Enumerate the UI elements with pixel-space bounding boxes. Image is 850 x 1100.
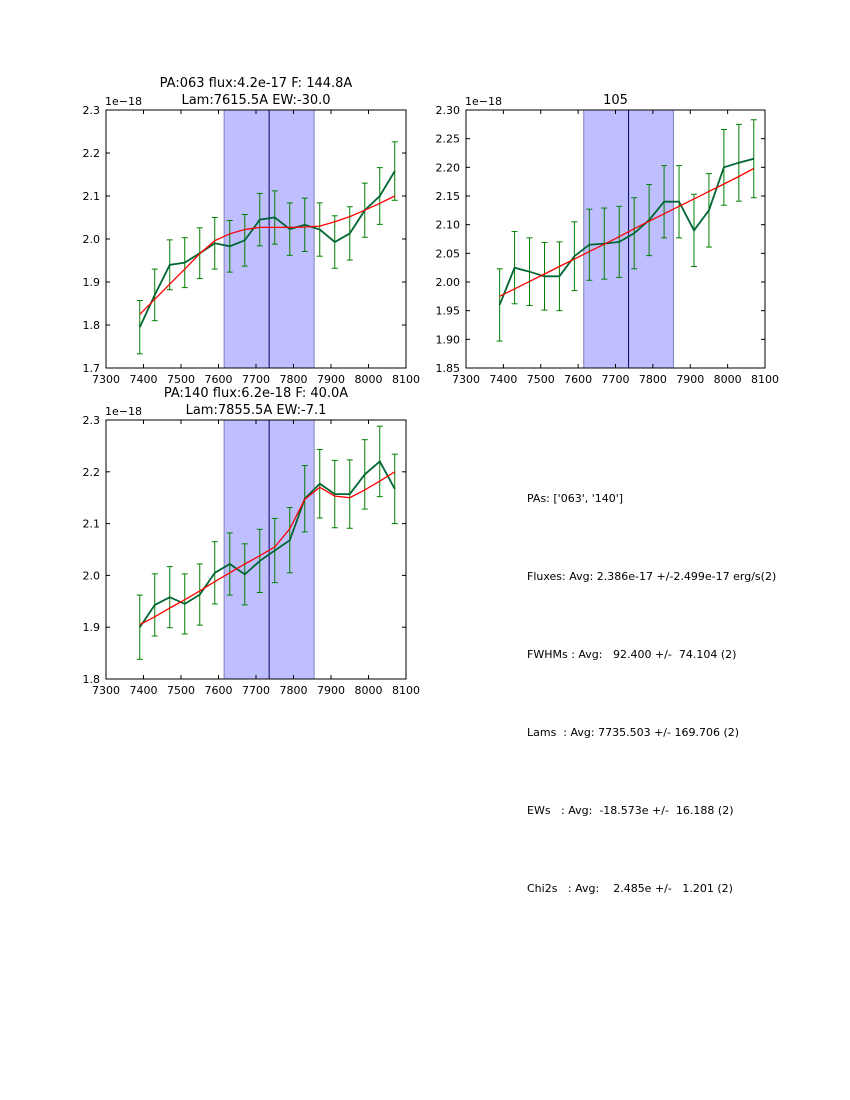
y-tick-label: 2.20 bbox=[436, 161, 461, 174]
x-tick-label: 8100 bbox=[392, 684, 420, 697]
summary-fluxes: Fluxes: Avg: 2.386e-17 +/-2.499e-17 erg/… bbox=[527, 570, 777, 583]
y-tick-label: 2.1 bbox=[83, 518, 101, 531]
y-tick-label: 1.7 bbox=[83, 362, 101, 375]
summary-ews: EWs : Avg: -18.573e +/- 16.188 (2) bbox=[527, 804, 734, 817]
x-tick-label: 7900 bbox=[317, 684, 345, 697]
y-tick-label: 2.25 bbox=[436, 133, 461, 146]
x-tick-label: 7400 bbox=[130, 684, 158, 697]
y-tick-label: 2.2 bbox=[83, 147, 101, 160]
subplot-3: 7300 7400 7500 7600 7700 7800 7900 8000 8100 1.8 1… bbox=[83, 386, 421, 697]
x-tick-label: 8000 bbox=[355, 373, 383, 386]
y-tick-label: 1.90 bbox=[436, 333, 461, 346]
x-tick-label: 7400 bbox=[489, 373, 517, 386]
y-tick-label: 1.85 bbox=[436, 362, 461, 375]
x-tick-label: 8000 bbox=[355, 684, 383, 697]
x-tick-label: 7300 bbox=[92, 684, 120, 697]
errorbar bbox=[136, 594, 143, 660]
x-tick-label: 7900 bbox=[317, 373, 345, 386]
x-tick-label: 8100 bbox=[392, 373, 420, 386]
y-tick-label: 2.0 bbox=[83, 233, 101, 246]
offset-label: 1e−18 bbox=[465, 95, 502, 108]
summary-lams: Lams : Avg: 7735.503 +/- 169.706 (2) bbox=[527, 726, 740, 739]
x-tick-label: 7700 bbox=[242, 373, 270, 386]
subplot-title: Lam:7615.5A EW:-30.0 bbox=[181, 93, 330, 108]
x-tick-label: 7600 bbox=[564, 373, 592, 386]
fit-line bbox=[499, 167, 755, 297]
subplot-1: 7300 7400 7500 7600 7700 7800 7900 8000 8100 1.7 1… bbox=[83, 76, 421, 386]
y-tick-label: 2.10 bbox=[436, 219, 461, 232]
y-tick-label: 2.3 bbox=[83, 104, 101, 117]
y-tick-label: 2.15 bbox=[436, 190, 461, 203]
y-tick-label: 2.1 bbox=[83, 190, 101, 203]
data-line bbox=[138, 170, 396, 328]
y-tick-label: 1.95 bbox=[436, 305, 461, 318]
y-tick-label: 2.3 bbox=[83, 414, 101, 427]
y-tick-label: 1.9 bbox=[83, 621, 101, 634]
x-tick-label: 7600 bbox=[205, 373, 233, 386]
data-line bbox=[139, 459, 396, 628]
x-tick-label: 7500 bbox=[527, 373, 555, 386]
fit-line bbox=[139, 195, 396, 315]
subplot-title: PA:063 flux:4.2e-17 F: 144.8A bbox=[160, 76, 353, 91]
subplot-title: 105 bbox=[603, 93, 628, 108]
x-tick-label: 7300 bbox=[452, 373, 480, 386]
x-tick-label: 7700 bbox=[602, 373, 630, 386]
x-tick-label: 7800 bbox=[280, 684, 308, 697]
x-tick-label: 7700 bbox=[242, 684, 270, 697]
y-tick-label: 1.9 bbox=[83, 276, 101, 289]
errorbar bbox=[391, 141, 398, 201]
subplot-2: 7300 7400 7500 7600 7700 7800 7900 8000 8100 1.85… bbox=[436, 93, 780, 386]
subplot-title: PA:140 flux:6.2e-18 F: 40.0A bbox=[164, 386, 348, 401]
x-tick-label: 8000 bbox=[714, 373, 742, 386]
y-tick-label: 1.8 bbox=[83, 319, 101, 332]
y-tick-label: 2.05 bbox=[436, 247, 461, 260]
x-tick-label: 7500 bbox=[167, 373, 195, 386]
subplot-title: Lam:7855.5A EW:-7.1 bbox=[186, 403, 327, 418]
y-tick-label: 1.8 bbox=[83, 673, 101, 686]
fit-line bbox=[139, 471, 396, 626]
summary-fwhms: FWHMs : Avg: 92.400 +/- 74.104 (2) bbox=[527, 648, 737, 661]
y-tick-label: 2.00 bbox=[436, 276, 461, 289]
x-tick-label: 8100 bbox=[751, 373, 779, 386]
summary-stats: PAs: ['063', '140'] Fluxes: Avg: 2.386e-… bbox=[527, 434, 776, 928]
errorbar bbox=[136, 299, 143, 355]
offset-label: 1e−18 bbox=[105, 405, 142, 418]
x-tick-label: 7300 bbox=[92, 373, 120, 386]
errorbar bbox=[496, 268, 503, 342]
x-tick-label: 7800 bbox=[280, 373, 308, 386]
x-tick-label: 7400 bbox=[130, 373, 158, 386]
summary-chi2s: Chi2s : Avg: 2.485e +/- 1.201 (2) bbox=[527, 882, 733, 895]
x-tick-label: 7800 bbox=[639, 373, 667, 386]
y-tick-label: 2.30 bbox=[436, 104, 461, 117]
summary-pas: PAs: ['063', '140'] bbox=[527, 492, 624, 505]
x-tick-label: 7600 bbox=[205, 684, 233, 697]
y-tick-label: 2.2 bbox=[83, 466, 101, 479]
y-tick-label: 2.0 bbox=[83, 569, 101, 582]
x-tick-label: 7900 bbox=[676, 373, 704, 386]
offset-label: 1e−18 bbox=[105, 95, 142, 108]
x-tick-label: 7500 bbox=[167, 684, 195, 697]
